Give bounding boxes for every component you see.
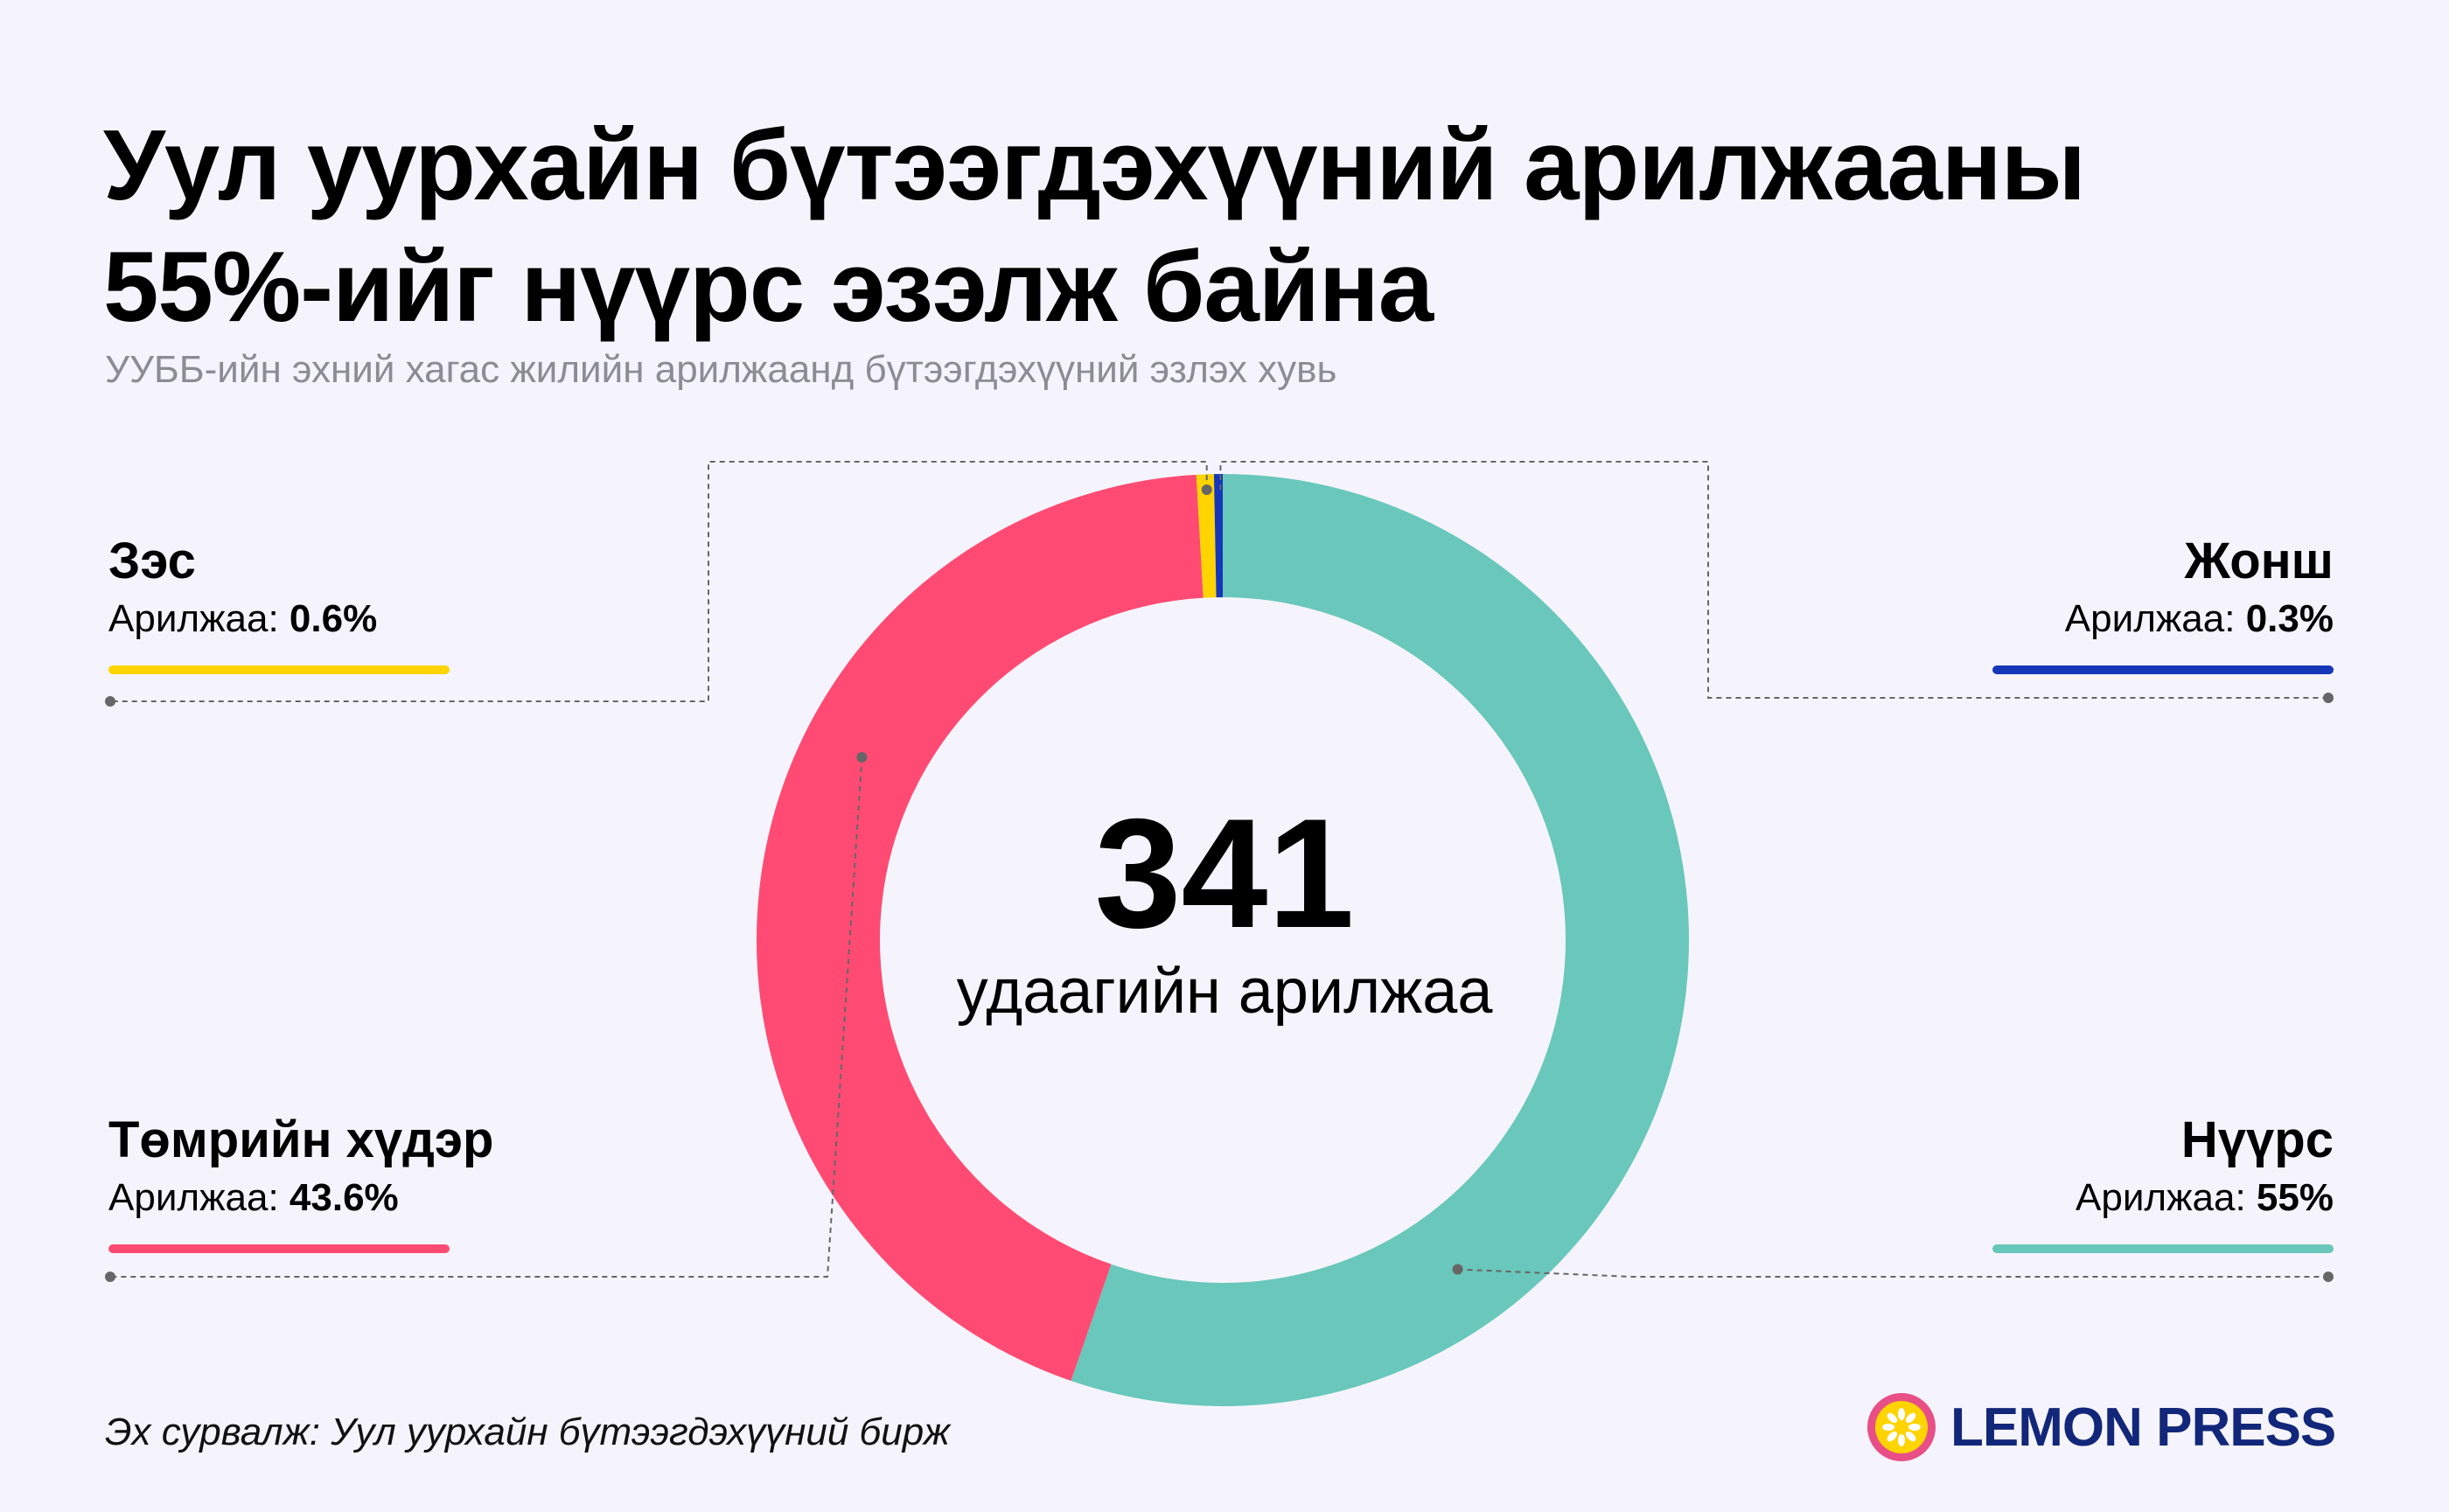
label-fluorspar-swatch	[1992, 665, 2334, 674]
label-fluorspar-percent: 0.3%	[2245, 596, 2334, 640]
logo-text: LEMON PRESS	[1950, 1397, 2336, 1458]
title-line-1: Уул уурхайн бүтээгдэхүүний арилжааны	[103, 110, 2086, 221]
donut-slice-iron-ore	[757, 474, 1204, 1381]
lemon-seed	[1887, 1431, 1898, 1442]
label-copper-swatch	[108, 665, 450, 674]
label-fluorspar-value: Арилжаа: 0.3%	[1879, 596, 2334, 643]
label-coal-percent: 55%	[2256, 1175, 2334, 1219]
chart-title: Уул уурхайн бүтээгдэхүүний арилжааны 55%…	[103, 105, 2377, 348]
connector-coal	[1457, 1268, 2328, 1278]
connector-dots	[105, 484, 2334, 1282]
source-note: Эх сурвалж: Уул уурхайн бүтээгдэхүүний б…	[105, 1411, 950, 1453]
connector-dot-copper-chart	[1201, 484, 1212, 495]
label-iron-ore: Төмрийн хүдэр Арилжаа: 43.6%	[108, 1112, 563, 1253]
total-trades-caption: удаагийн арилжаа	[956, 957, 1493, 1027]
chart-subtitle: УУББ-ийн эхний хагас жилийн арилжаанд бү…	[105, 348, 1337, 391]
label-coal-name: Нүүрс	[2180, 1111, 2334, 1168]
lemon-seed	[1905, 1412, 1916, 1424]
label-coal-prefix: Арилжаа:	[2076, 1175, 2246, 1219]
label-iron-ore-percent: 43.6%	[289, 1175, 399, 1219]
label-copper: Зэс Арилжаа: 0.6%	[108, 533, 563, 674]
donut-slice-copper	[1196, 474, 1217, 598]
label-connectors	[110, 461, 2328, 1278]
connector-dot-iron-ore-chart	[856, 751, 868, 763]
label-copper-percent: 0.6%	[289, 596, 378, 640]
label-iron-ore-value: Арилжаа: 43.6%	[108, 1175, 563, 1222]
connector-dot-coal-chart	[1452, 1264, 1463, 1275]
connector-copper	[110, 461, 1208, 702]
title-line-2: 55%-ийг нүүрс эзэлж байна	[103, 232, 1434, 344]
lemon-seed	[1905, 1431, 1916, 1442]
label-coal-swatch	[1992, 1244, 2334, 1253]
connector-dot-fluorspar-label	[2323, 693, 2334, 703]
donut-slices	[757, 474, 1689, 1406]
lemon-seed	[1882, 1424, 1894, 1431]
lemon-seed	[1898, 1408, 1905, 1420]
label-coal: Нүүрс Арилжаа: 55%	[1879, 1112, 2334, 1253]
label-copper-name: Зэс	[108, 533, 196, 589]
label-fluorspar-name: Жонш	[2184, 533, 2334, 589]
label-iron-ore-prefix: Арилжаа:	[108, 1175, 279, 1219]
label-iron-ore-swatch	[108, 1244, 450, 1253]
lemon-seed	[1887, 1412, 1898, 1424]
donut-slice-fluorspar	[1213, 474, 1223, 598]
lemon-seed	[1908, 1424, 1921, 1431]
total-trades-value: 341	[1094, 786, 1355, 960]
lemon-press-logo: LEMON PRESS	[1865, 1388, 2336, 1467]
label-fluorspar-prefix: Арилжаа:	[2064, 596, 2236, 640]
lemon-seed	[1898, 1434, 1905, 1446]
lemon-icon	[1867, 1393, 1936, 1461]
connector-dot-copper-label	[105, 696, 115, 707]
label-coal-value: Арилжаа: 55%	[1879, 1175, 2334, 1222]
label-copper-value: Арилжаа: 0.6%	[108, 596, 563, 643]
label-iron-ore-name: Төмрийн хүдэр	[108, 1111, 494, 1168]
connector-dot-coal-label	[2323, 1272, 2334, 1282]
connector-iron-ore	[110, 756, 863, 1278]
donut-slice-coal	[1071, 474, 1689, 1406]
label-copper-prefix: Арилжаа:	[108, 596, 279, 640]
label-fluorspar: Жонш Арилжаа: 0.3%	[1879, 533, 2334, 674]
connector-dot-iron-ore-label	[105, 1272, 115, 1282]
